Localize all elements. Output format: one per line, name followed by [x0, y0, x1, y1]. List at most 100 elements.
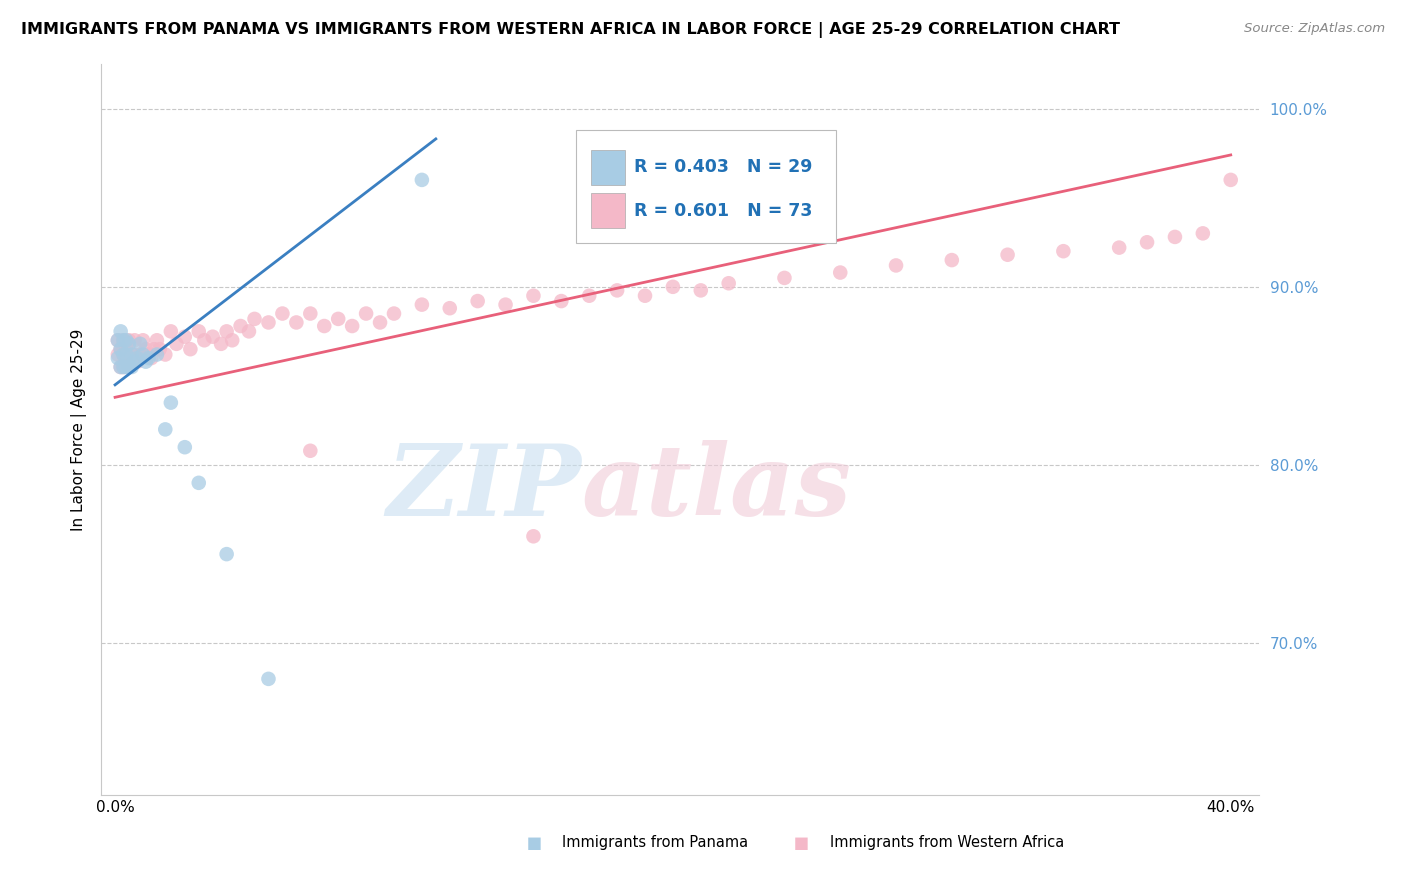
Point	[285, 315, 308, 329]
Point	[884, 259, 907, 273]
Text: atlas: atlas	[582, 440, 852, 536]
Point	[299, 307, 322, 321]
Point	[155, 422, 177, 436]
Point	[1136, 235, 1159, 250]
Point	[112, 333, 135, 347]
Point	[165, 336, 187, 351]
Text: ▪: ▪	[793, 831, 810, 855]
Point	[299, 443, 322, 458]
Point	[606, 284, 628, 298]
Point	[118, 359, 141, 374]
Point	[110, 359, 132, 374]
Point	[941, 253, 963, 268]
Point	[257, 315, 280, 329]
Point	[1164, 230, 1187, 244]
Point	[411, 298, 433, 312]
Point	[160, 395, 183, 409]
Point	[146, 347, 169, 361]
Point	[717, 277, 740, 291]
Point	[121, 347, 143, 361]
Point	[257, 672, 280, 686]
Text: R = 0.601   N = 73: R = 0.601 N = 73	[634, 202, 811, 220]
Point	[243, 312, 266, 326]
Point	[115, 347, 138, 361]
Point	[830, 266, 852, 280]
Point	[112, 347, 135, 361]
Point	[173, 329, 195, 343]
Point	[209, 336, 232, 351]
Point	[110, 342, 132, 356]
Point	[112, 347, 135, 361]
Point	[107, 347, 129, 361]
Point	[215, 324, 238, 338]
Point	[124, 333, 146, 347]
Point	[193, 333, 215, 347]
Point	[328, 312, 350, 326]
Point	[127, 351, 149, 365]
Point	[118, 333, 141, 347]
Point	[132, 333, 155, 347]
Y-axis label: In Labor Force | Age 25-29: In Labor Force | Age 25-29	[72, 328, 87, 531]
FancyBboxPatch shape	[575, 130, 837, 243]
Point	[187, 324, 209, 338]
Text: R = 0.403   N = 29: R = 0.403 N = 29	[634, 158, 811, 176]
Point	[149, 342, 172, 356]
Text: ▪: ▪	[526, 831, 543, 855]
Text: Immigrants from Western Africa: Immigrants from Western Africa	[830, 836, 1064, 850]
Point	[1192, 227, 1215, 241]
Point	[138, 351, 160, 365]
Point	[115, 333, 138, 347]
Point	[467, 294, 489, 309]
Point	[662, 280, 685, 294]
Point	[155, 347, 177, 361]
Point	[354, 307, 377, 321]
Point	[187, 475, 209, 490]
Point	[110, 342, 132, 356]
Point	[110, 324, 132, 338]
Point	[550, 294, 572, 309]
Point	[121, 359, 143, 374]
Point	[179, 342, 201, 356]
Point	[146, 333, 169, 347]
Point	[112, 359, 135, 374]
Point	[127, 354, 149, 368]
Point	[121, 354, 143, 368]
Point	[1219, 173, 1241, 187]
Point	[107, 333, 129, 347]
Text: IMMIGRANTS FROM PANAMA VS IMMIGRANTS FROM WESTERN AFRICA IN LABOR FORCE | AGE 25: IMMIGRANTS FROM PANAMA VS IMMIGRANTS FRO…	[21, 22, 1121, 38]
Text: Source: ZipAtlas.com: Source: ZipAtlas.com	[1244, 22, 1385, 36]
Point	[238, 324, 260, 338]
Point	[997, 248, 1019, 262]
Point	[107, 333, 129, 347]
Bar	[591, 194, 626, 228]
Point	[129, 336, 152, 351]
Point	[132, 347, 155, 361]
Point	[118, 359, 141, 374]
Point	[173, 440, 195, 454]
Point	[201, 329, 224, 343]
Point	[368, 315, 391, 329]
Point	[634, 289, 657, 303]
Point	[135, 342, 157, 356]
Point	[129, 347, 152, 361]
Point	[522, 529, 544, 543]
Text: Immigrants from Panama: Immigrants from Panama	[562, 836, 748, 850]
Point	[138, 347, 160, 361]
Point	[115, 359, 138, 374]
Point	[271, 307, 294, 321]
Point	[141, 351, 163, 365]
Point	[215, 547, 238, 561]
Point	[340, 318, 363, 333]
Point	[495, 298, 517, 312]
Point	[1108, 241, 1130, 255]
Point	[522, 289, 544, 303]
Point	[135, 354, 157, 368]
Point	[112, 359, 135, 374]
Point	[314, 318, 336, 333]
Point	[107, 351, 129, 365]
Point	[160, 324, 183, 338]
Point	[112, 333, 135, 347]
Point	[110, 359, 132, 374]
Point	[229, 318, 252, 333]
Point	[221, 333, 243, 347]
